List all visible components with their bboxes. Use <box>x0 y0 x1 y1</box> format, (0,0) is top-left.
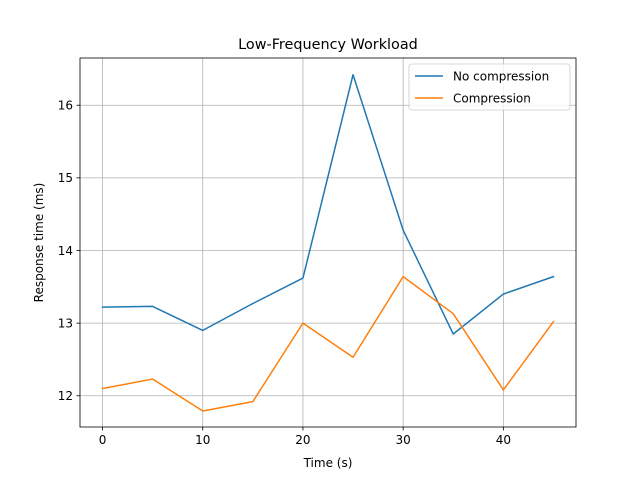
series-line-1 <box>101 275 555 412</box>
legend-label-1: Compression <box>453 91 531 105</box>
y-tick-label-2: 14 <box>58 244 73 258</box>
y-tick-label-4: 16 <box>58 99 73 113</box>
legend: No compression Compression <box>408 63 571 111</box>
legend-box <box>408 63 571 111</box>
x-tick-label-0: 0 <box>99 433 107 447</box>
series-line-0 <box>101 73 555 335</box>
chart-title: Low-Frequency Workload <box>238 37 418 53</box>
x-tick-label-2: 20 <box>295 433 310 447</box>
y-tick-label-3: 15 <box>58 171 73 185</box>
y-axis-label: Response time (ms) <box>32 183 46 303</box>
series-lines <box>101 73 555 412</box>
y-tick-label-1: 13 <box>58 316 73 330</box>
plot-frame <box>79 57 577 428</box>
y-tick-label-0: 12 <box>58 389 73 403</box>
x-tick-label-4: 40 <box>496 433 511 447</box>
x-tick-label-1: 10 <box>195 433 210 447</box>
legend-label-0: No compression <box>453 69 549 83</box>
axis-ticks: 0 10 20 30 40 12 13 14 15 16 <box>58 99 511 447</box>
x-tick-label-3: 30 <box>396 433 411 447</box>
x-axis-label: Time (s) <box>303 456 353 470</box>
